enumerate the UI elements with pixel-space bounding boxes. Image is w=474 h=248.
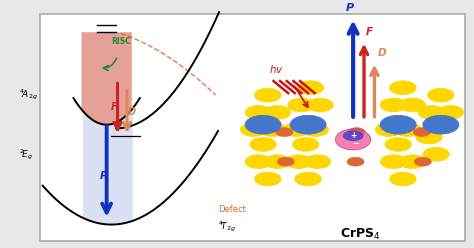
Circle shape: [264, 155, 291, 169]
Circle shape: [375, 123, 402, 137]
Text: P: P: [346, 2, 354, 12]
Circle shape: [437, 105, 464, 119]
Circle shape: [259, 123, 286, 137]
Polygon shape: [82, 32, 132, 125]
Circle shape: [255, 172, 281, 186]
Circle shape: [245, 105, 272, 119]
Text: −: −: [352, 139, 359, 148]
Circle shape: [380, 155, 407, 169]
Circle shape: [413, 128, 430, 137]
Text: P: P: [100, 171, 107, 182]
Circle shape: [423, 115, 459, 134]
Circle shape: [302, 123, 328, 137]
FancyBboxPatch shape: [40, 14, 465, 241]
Circle shape: [285, 155, 312, 169]
Ellipse shape: [336, 129, 371, 150]
Circle shape: [418, 105, 445, 119]
Circle shape: [264, 105, 291, 119]
Circle shape: [245, 115, 281, 134]
Text: $hv$: $hv$: [269, 63, 284, 75]
Text: F: F: [366, 27, 373, 37]
Circle shape: [399, 155, 426, 169]
Circle shape: [394, 123, 421, 137]
Circle shape: [385, 138, 411, 151]
Circle shape: [304, 155, 331, 169]
Circle shape: [283, 123, 310, 137]
Circle shape: [250, 138, 276, 151]
Circle shape: [295, 172, 321, 186]
Text: D: D: [128, 107, 136, 117]
Circle shape: [276, 128, 293, 137]
Text: CrPS$_4$: CrPS$_4$: [340, 227, 381, 242]
Text: $^4\!A_{2g}$: $^4\!A_{2g}$: [19, 88, 38, 102]
Text: $^4\!T_{2g}$: $^4\!T_{2g}$: [218, 220, 236, 234]
Circle shape: [423, 147, 449, 161]
Circle shape: [390, 172, 416, 186]
Circle shape: [380, 115, 416, 134]
Circle shape: [390, 81, 416, 95]
Text: F: F: [111, 102, 118, 112]
Ellipse shape: [343, 131, 363, 141]
Text: Defect: Defect: [218, 205, 246, 214]
Circle shape: [290, 115, 326, 134]
Circle shape: [380, 98, 407, 112]
Circle shape: [416, 130, 442, 144]
Circle shape: [240, 123, 267, 137]
Circle shape: [297, 81, 324, 95]
Circle shape: [347, 157, 364, 166]
Polygon shape: [83, 108, 133, 225]
Circle shape: [277, 157, 294, 166]
Circle shape: [348, 128, 365, 137]
Circle shape: [428, 88, 454, 102]
Circle shape: [292, 138, 319, 151]
Circle shape: [255, 88, 281, 102]
Circle shape: [245, 155, 272, 169]
Circle shape: [414, 157, 431, 166]
Text: RISC: RISC: [111, 37, 131, 46]
Circle shape: [307, 98, 333, 112]
Circle shape: [288, 98, 314, 112]
Text: $^2\!E_g$: $^2\!E_g$: [19, 147, 33, 161]
Circle shape: [399, 98, 426, 112]
Text: +: +: [350, 131, 356, 140]
Text: D: D: [377, 48, 386, 58]
